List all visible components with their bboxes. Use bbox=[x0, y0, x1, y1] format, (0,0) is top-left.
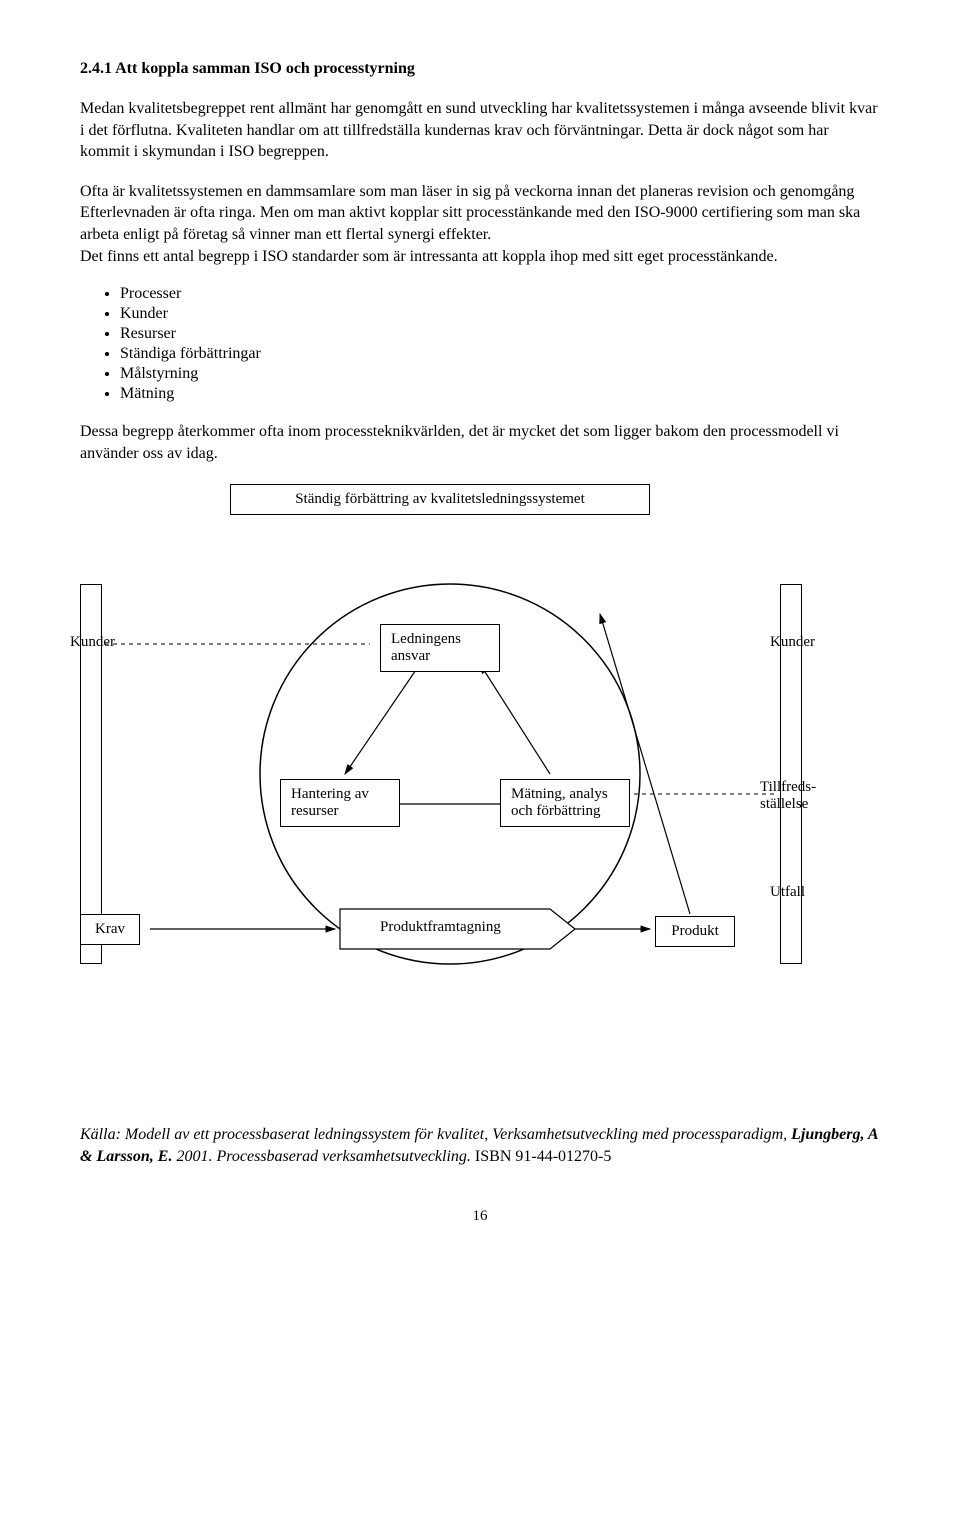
list-item: Kunder bbox=[120, 305, 880, 323]
paragraph-2: Ofta är kvalitetssystemen en dammsamlare… bbox=[80, 181, 880, 267]
paragraph-4: Dessa begrepp återkommer ofta inom proce… bbox=[80, 421, 880, 464]
produktframtagning-label: Produktframtagning bbox=[380, 919, 501, 936]
krav-box: Krav bbox=[80, 914, 140, 945]
list-item: Ständiga förbättringar bbox=[120, 345, 880, 363]
matning-box: Mätning, analys och förbättring bbox=[500, 779, 630, 827]
page-number: 16 bbox=[80, 1208, 880, 1225]
list-item: Målstyrning bbox=[120, 365, 880, 383]
list-item: Resurser bbox=[120, 325, 880, 343]
paragraph-1: Medan kvalitetsbegreppet rent allmänt ha… bbox=[80, 98, 880, 163]
list-item: Mätning bbox=[120, 385, 880, 403]
hantering-box: Hantering av resurser bbox=[280, 779, 400, 827]
process-diagram: Ständig förbättring av kvalitetslednings… bbox=[80, 484, 880, 1084]
produkt-box: Produkt bbox=[655, 916, 735, 947]
bullet-list: Processer Kunder Resurser Ständiga förbä… bbox=[80, 285, 880, 403]
source-citation: Källa: Modell av ett processbaserat ledn… bbox=[80, 1124, 880, 1167]
utfall-label: Utfall bbox=[770, 884, 805, 901]
section-heading: 2.4.1 Att koppla samman ISO och processt… bbox=[80, 60, 880, 78]
list-item: Processer bbox=[120, 285, 880, 303]
ledningens-box: Ledningens ansvar bbox=[380, 624, 500, 672]
tillfreds-label: Tillfreds-ställelse bbox=[760, 779, 845, 813]
